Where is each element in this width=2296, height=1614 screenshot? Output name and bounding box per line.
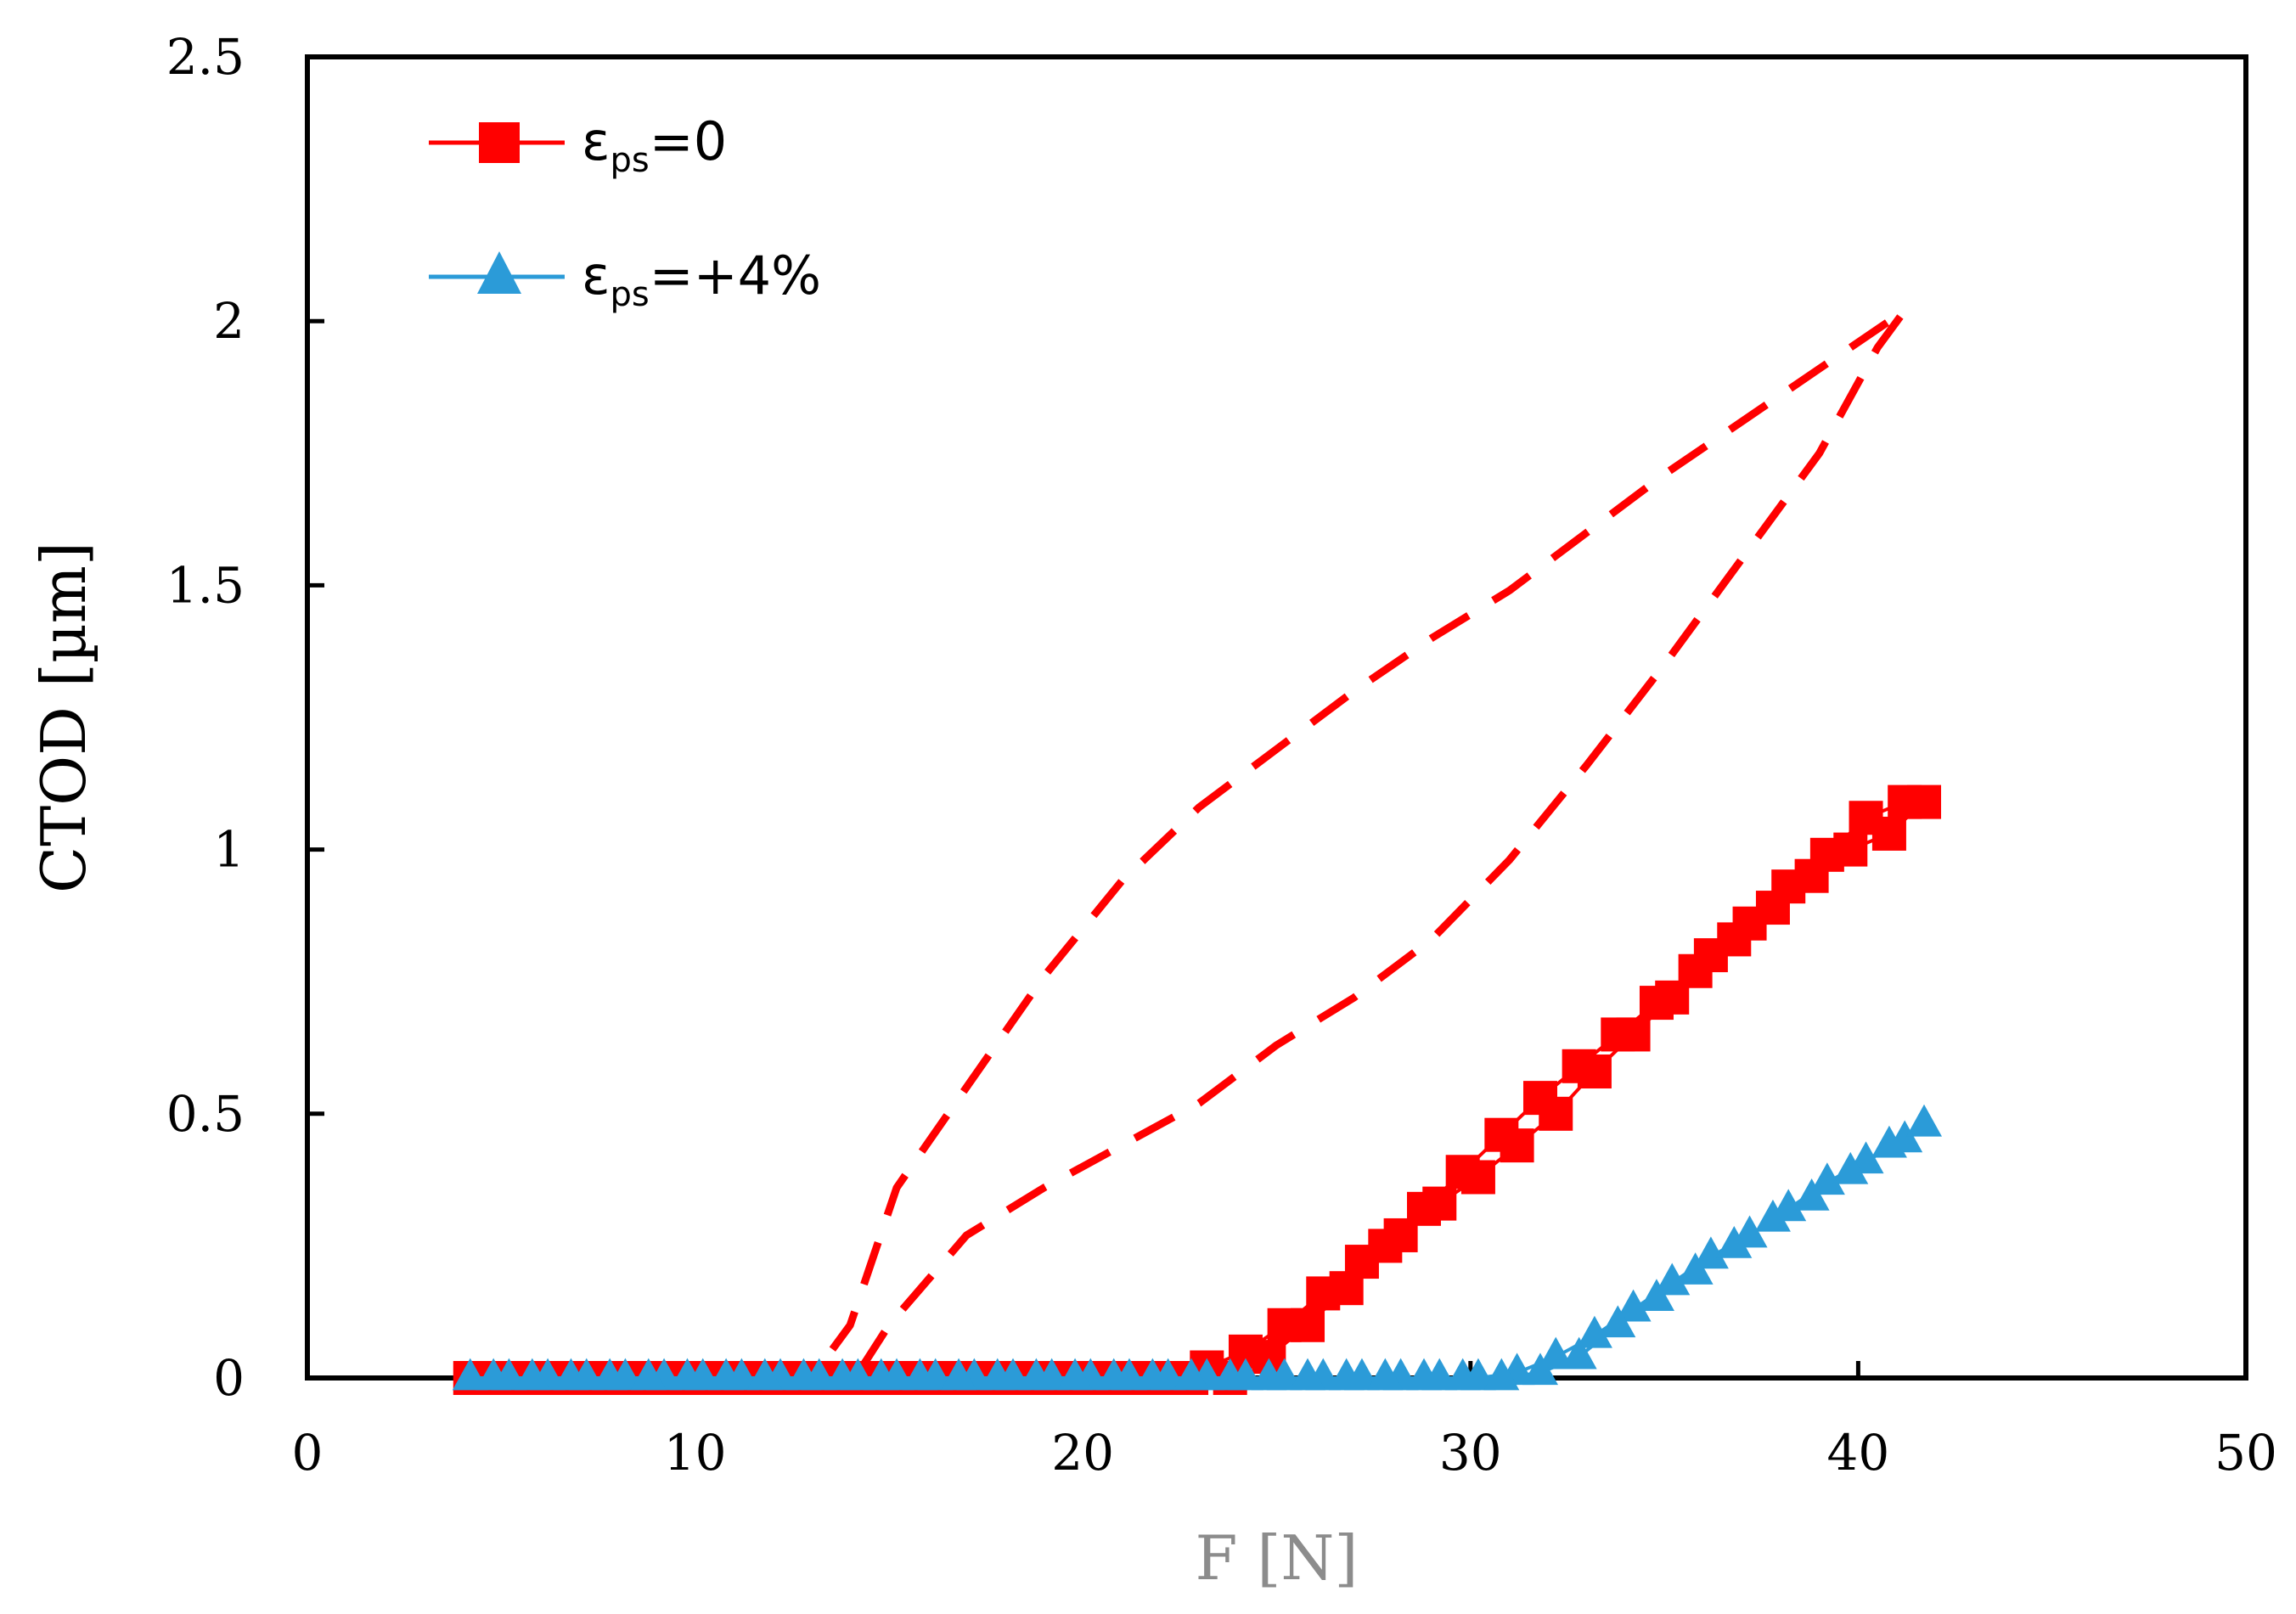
data-point-square (1794, 858, 1829, 893)
x-tick-label: 20 (1051, 1424, 1114, 1482)
series-layer (452, 306, 1943, 1395)
data-point-triangle (514, 1358, 550, 1391)
data-point-triangle (592, 1358, 628, 1391)
legend-label: εps=+4% (582, 245, 821, 314)
x-tick-label: 0 (292, 1424, 324, 1482)
x-tick-label: 50 (2214, 1424, 2277, 1482)
series-eps0-dashed (481, 306, 1909, 1382)
data-point-triangle (1328, 1358, 1365, 1391)
x-tick-label: 10 (664, 1424, 727, 1482)
data-point-triangle (1600, 1305, 1636, 1338)
tick-labels: 0 10 20 30 40 50 0 0.5 1 1.5 2 2.5 (166, 28, 2277, 1482)
data-point-triangle (1638, 1279, 1674, 1312)
x-tick-label: 30 (1439, 1424, 1502, 1482)
data-point-square (1639, 986, 1674, 1021)
data-point-square (1871, 816, 1906, 851)
data-point-triangle (1871, 1125, 1907, 1158)
data-point-triangle (1716, 1225, 1753, 1258)
data-point-square (1833, 832, 1868, 867)
data-point-triangle (1095, 1358, 1132, 1391)
y-tick-label: 0 (213, 1349, 245, 1407)
legend-label-subscript: ps (611, 141, 650, 180)
data-point-triangle (1018, 1358, 1055, 1391)
x-tick-label: 40 (1826, 1424, 1889, 1482)
data-point-triangle (1057, 1358, 1094, 1391)
data-point-triangle (1173, 1358, 1210, 1391)
data-point-square (1562, 1049, 1596, 1083)
data-point-triangle (1677, 1252, 1714, 1285)
data-point-triangle (785, 1358, 822, 1391)
data-point-triangle (979, 1358, 1016, 1391)
data-point-triangle (1654, 1263, 1691, 1296)
data-point-triangle (708, 1358, 745, 1391)
data-point-square (1484, 1117, 1519, 1152)
legend-entry: εps=0 (429, 110, 727, 180)
data-point-triangle (1832, 1151, 1869, 1184)
data-point-square (1291, 1308, 1325, 1342)
legend-marker-square (479, 122, 520, 163)
data-point-triangle (1367, 1358, 1404, 1391)
data-point-triangle (1134, 1358, 1171, 1391)
data-point-triangle (1522, 1352, 1558, 1386)
legend-label-suffix: =+4% (650, 245, 821, 306)
data-point-triangle (1754, 1199, 1791, 1232)
data-point-square (1907, 785, 1942, 819)
y-tick-label: 2 (213, 292, 245, 350)
data-point-triangle (1692, 1236, 1729, 1269)
data-point-square (1717, 922, 1752, 957)
legend-label-prefix: ε (582, 245, 611, 306)
data-point-triangle (1444, 1358, 1481, 1391)
y-axis-title: CTOD [µm] (28, 542, 99, 893)
data-point-triangle (1793, 1178, 1830, 1211)
data-point-triangle (863, 1358, 899, 1391)
data-point-square (1407, 1191, 1442, 1226)
data-point-triangle (824, 1358, 861, 1391)
data-point-triangle (1212, 1358, 1248, 1391)
y-tick-label: 1 (213, 821, 245, 879)
data-point-triangle (452, 1358, 488, 1391)
y-tick-label: 2.5 (166, 28, 245, 86)
data-point-triangle (1615, 1289, 1652, 1322)
data-point-triangle (941, 1358, 977, 1391)
data-point-triangle (1406, 1358, 1443, 1391)
data-point-square (1368, 1229, 1403, 1263)
legend-label-prefix: ε (582, 110, 611, 172)
data-point-triangle (746, 1358, 783, 1391)
y-tick-label: 1.5 (166, 556, 245, 614)
data-point-triangle (1906, 1104, 1943, 1137)
data-point-square (1445, 1155, 1480, 1189)
data-point-triangle (476, 1358, 512, 1391)
data-point-triangle (630, 1358, 667, 1391)
y-tick-label: 0.5 (166, 1085, 245, 1143)
data-point-square (1755, 891, 1790, 925)
legend-label-subscript: ps (611, 275, 650, 314)
data-point-square (1601, 1017, 1635, 1052)
data-point-triangle (553, 1358, 589, 1391)
data-point-square (1522, 1081, 1557, 1116)
legend-entry: εps=+4% (429, 245, 821, 314)
data-point-triangle (1290, 1358, 1326, 1391)
legend-label-suffix: =0 (650, 110, 727, 172)
data-point-triangle (1576, 1315, 1612, 1348)
series-line-dashed (481, 306, 1909, 1382)
data-point-triangle (902, 1358, 938, 1391)
data-point-square (1678, 953, 1713, 988)
data-point-triangle (1538, 1336, 1574, 1369)
x-axis-title: F [N] (1195, 1522, 1358, 1594)
data-point-triangle (1251, 1358, 1287, 1391)
data-point-triangle (1809, 1162, 1845, 1195)
legend-marker-triangle (477, 251, 521, 294)
data-point-triangle (1483, 1358, 1520, 1391)
legend-label: εps=0 (582, 110, 727, 180)
data-point-square (1329, 1271, 1364, 1306)
data-point-triangle (669, 1358, 706, 1391)
data-point-triangle (1561, 1336, 1597, 1369)
series-eps4-markers (452, 1104, 1943, 1391)
